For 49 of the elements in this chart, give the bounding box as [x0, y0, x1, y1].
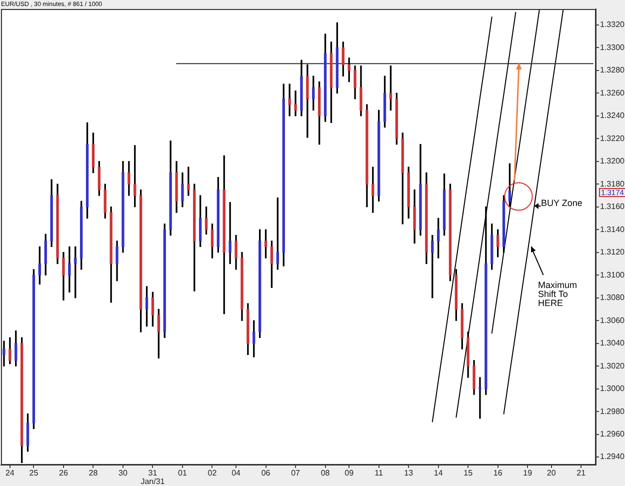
y-tick-label: 1.3220	[600, 134, 625, 143]
x-tick-label: 28	[88, 468, 98, 478]
x-tick-label: 07	[291, 468, 301, 478]
y-tick-label: 1.3300	[600, 42, 625, 52]
x-tick-label: 04	[232, 468, 242, 478]
x-tick-label: 06	[261, 468, 271, 478]
x-tick-label: 30	[118, 468, 128, 478]
x-tick-label: 11	[374, 468, 384, 478]
y-tick-label: 1.3100	[600, 270, 625, 280]
y-tick-label: 1.3060	[600, 316, 625, 325]
x-tick-label: 19	[523, 468, 533, 478]
annotation: Maximum Shift To HERE	[538, 280, 578, 308]
y-tick-label: 1.3020	[600, 361, 625, 370]
x-tick-label: 15	[464, 468, 474, 478]
y-tick-label: 1.3140	[600, 224, 625, 234]
y-tick-label: 1.3320	[600, 20, 625, 30]
y-tick-label: 1.3280	[600, 66, 625, 75]
x-tick-label: 26	[59, 468, 68, 478]
x-tick-label: 16	[493, 468, 503, 478]
y-tick-label: 1.3000	[600, 384, 625, 394]
x-tick-label: 21	[576, 468, 586, 478]
y-tick-label: 1.3040	[600, 338, 625, 348]
y-tick-label: 1.3260	[600, 88, 625, 98]
candlestick	[348, 58, 350, 82]
x-tick-label: 02	[208, 468, 218, 478]
y-tick-label: 1.3120	[600, 248, 625, 257]
y-tick-label: 1.2960	[600, 430, 625, 438]
candlestick	[187, 166, 190, 196]
x-tick-label: 24	[5, 468, 15, 478]
y-tick-label: 1.2940	[600, 452, 625, 462]
x-tick-label: 25	[29, 468, 39, 478]
annotation: BUY Zone	[541, 198, 584, 208]
x-tick-label: 13	[404, 468, 414, 478]
y-tick-label: 1.3200	[600, 156, 625, 166]
y-tick-label: 1.3240	[600, 111, 625, 120]
candlestick	[228, 202, 232, 264]
y-tick-label: 1.3180	[600, 179, 625, 188]
x-tick-label: 31 Jan/31	[140, 468, 166, 486]
candlestick	[288, 84, 291, 116]
y-tick-label: 1.3080	[600, 293, 625, 302]
x-tick-label: 09	[344, 468, 354, 478]
y-tick-label: 1.2980	[600, 406, 625, 416]
y-tick-label: 1.3160	[600, 202, 625, 212]
candlestick	[478, 377, 482, 419]
x-tick-label: 08	[320, 468, 330, 478]
x-tick-label: 14	[434, 468, 444, 478]
candlestick	[2, 340, 6, 366]
x-tick-label: 20	[546, 468, 556, 478]
x-tick-label: 01	[178, 468, 188, 478]
